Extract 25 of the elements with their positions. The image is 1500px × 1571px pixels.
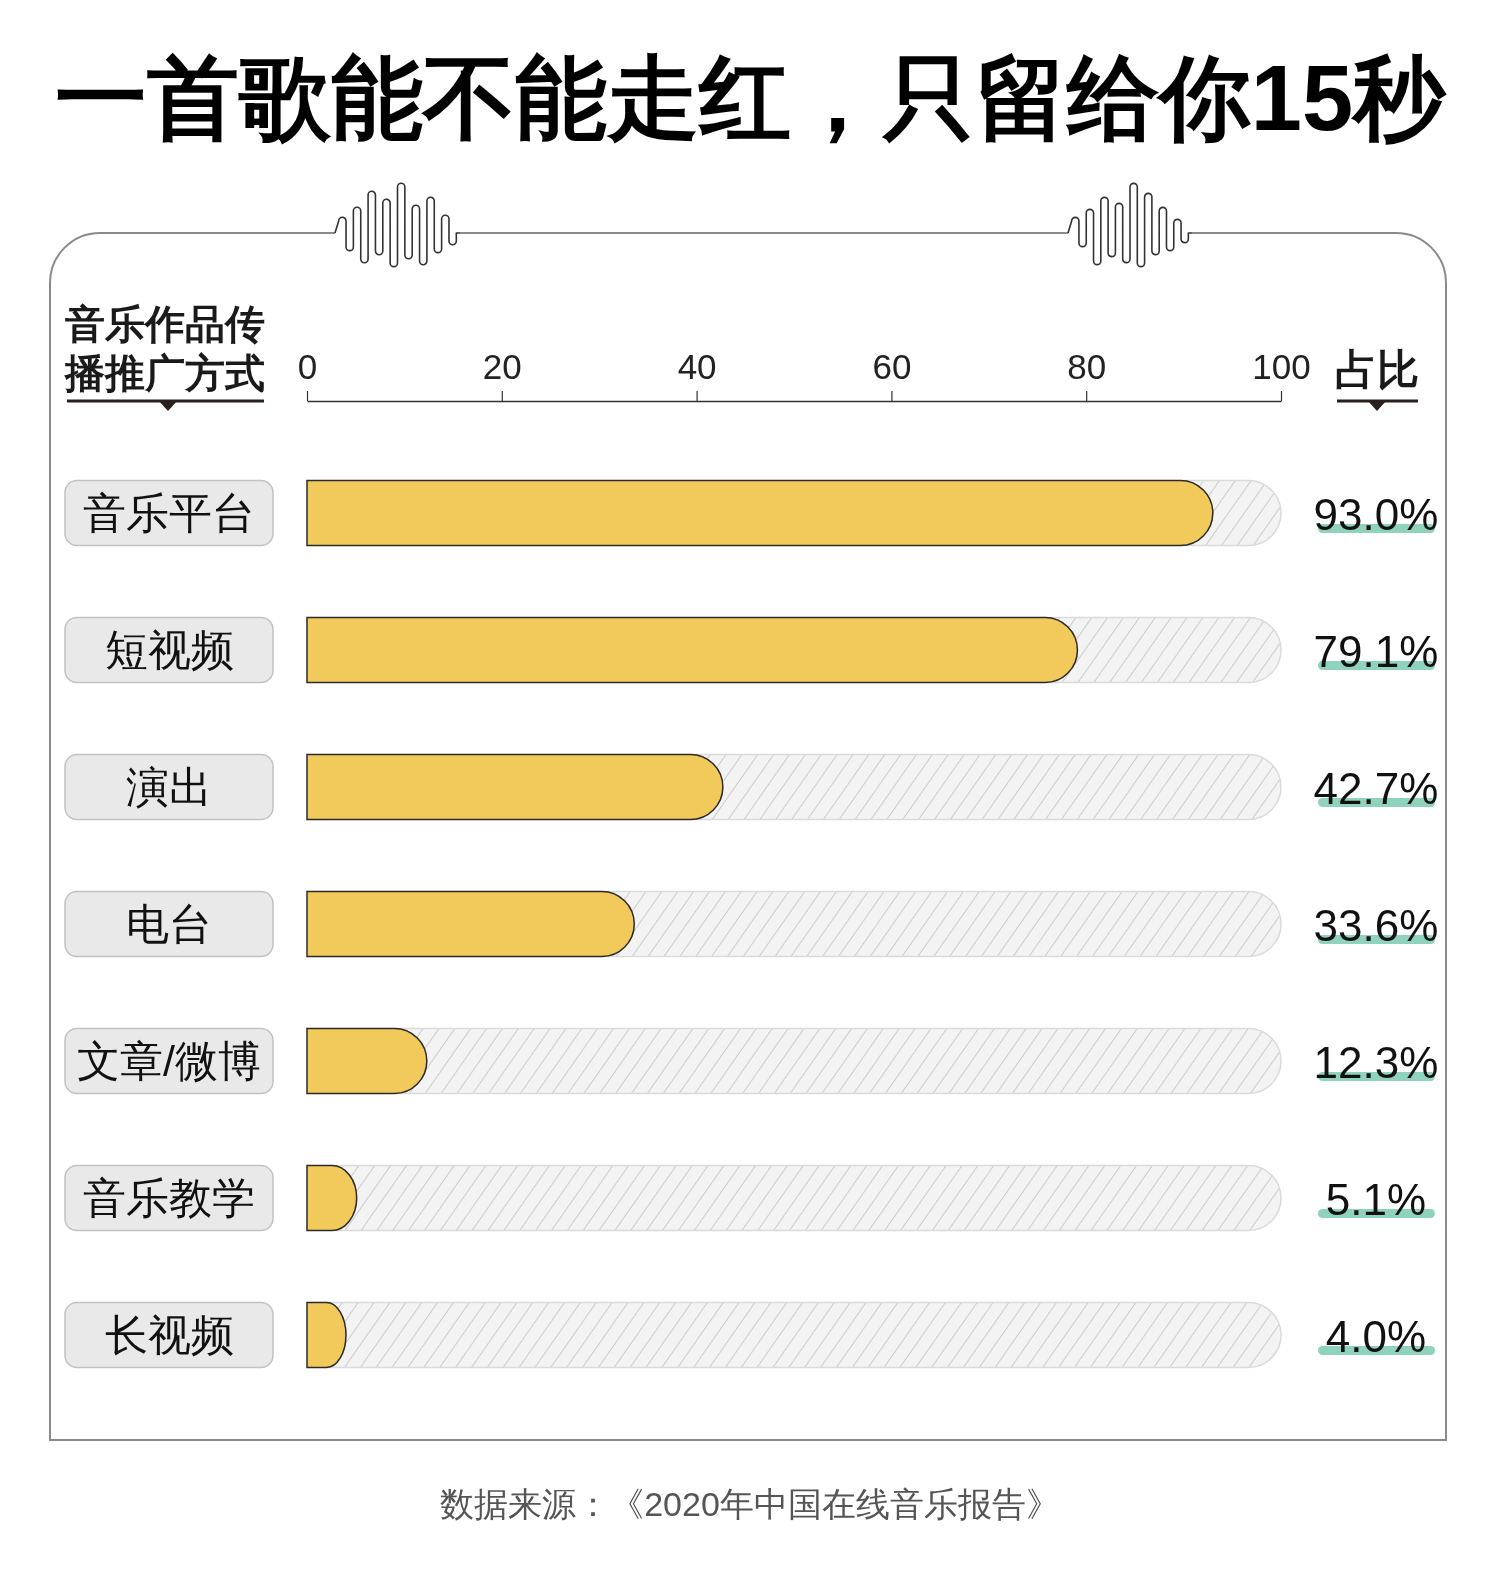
chart-title: 一首歌能不能走红，只留给你15秒 xyxy=(54,47,1448,149)
data-label: 4.0% xyxy=(1325,1312,1427,1361)
y-tick-label: 文章/微博 xyxy=(77,1037,261,1085)
x-tick-label: 100 xyxy=(1252,347,1311,386)
data-label: 93.0% xyxy=(1313,490,1439,539)
data-label: 79.1% xyxy=(1313,627,1439,676)
x-tick-label: 20 xyxy=(482,347,522,386)
y-tick-label: 长视频 xyxy=(104,1311,234,1359)
x-tick-label: 40 xyxy=(677,347,717,386)
x-axis-title: 占比 xyxy=(1335,346,1419,393)
y-tick-label: 短视频 xyxy=(104,626,234,674)
x-tick-label: 80 xyxy=(1067,347,1107,386)
data-label: 5.1% xyxy=(1325,1175,1427,1224)
y-tick-label: 电台 xyxy=(126,900,212,948)
y-axis-title: 音乐作品传播推广方式 xyxy=(63,302,265,395)
y-tick-label: 音乐平台 xyxy=(83,489,255,537)
data-label: 12.3% xyxy=(1313,1038,1439,1087)
data-label: 42.7% xyxy=(1313,764,1439,813)
y-tick-label: 演出 xyxy=(126,763,212,811)
y-tick-label: 音乐教学 xyxy=(83,1174,255,1222)
source-note: 数据来源：《2020年中国在线音乐报告》 xyxy=(440,1485,1060,1523)
x-tick-label: 0 xyxy=(297,347,318,386)
data-label: 33.6% xyxy=(1313,901,1439,950)
x-tick-label: 60 xyxy=(872,347,912,386)
bar xyxy=(306,1027,428,1095)
